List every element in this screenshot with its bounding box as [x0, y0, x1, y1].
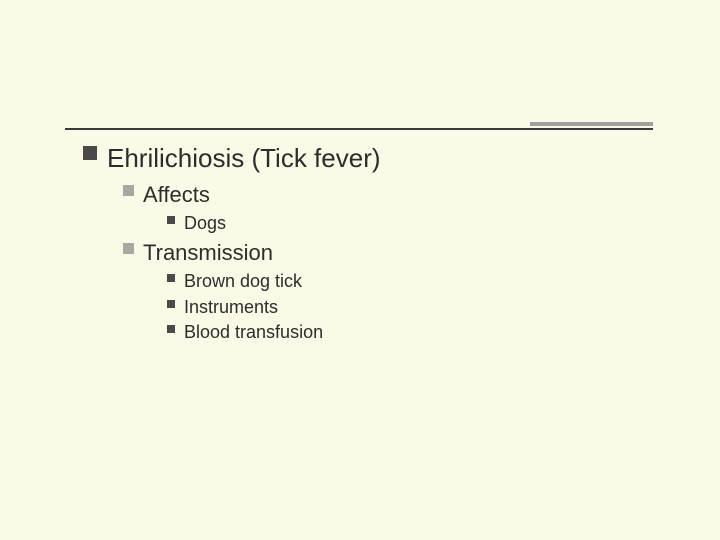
- square-bullet-icon: [167, 216, 175, 224]
- bullet-item-l2: Affects: [0, 181, 660, 209]
- bullet-item-l3: Blood transfusion: [0, 321, 660, 344]
- square-bullet-icon: [123, 243, 134, 254]
- bullet-text-l2: Affects: [143, 181, 660, 209]
- bullet-item-l3: Dogs: [0, 212, 660, 235]
- square-bullet-icon: [83, 146, 97, 160]
- bullet-item-l3: Instruments: [0, 296, 660, 319]
- square-bullet-icon: [167, 300, 175, 308]
- square-bullet-icon: [167, 274, 175, 282]
- title-rule-bottom: [65, 128, 653, 130]
- bullet-item-l3: Brown dog tick: [0, 270, 660, 293]
- slide: Ehrilichiosis (Tick fever) Affects Dogs …: [0, 0, 720, 540]
- bullet-text-l3: Dogs: [184, 212, 660, 235]
- bullet-text-l3: Brown dog tick: [184, 270, 660, 293]
- bullet-text-l3: Blood transfusion: [184, 321, 660, 344]
- bullet-item-l2: Transmission: [0, 239, 660, 267]
- bullet-item-l1: Ehrilichiosis (Tick fever): [0, 142, 660, 175]
- slide-content: Ehrilichiosis (Tick fever) Affects Dogs …: [0, 142, 660, 347]
- square-bullet-icon: [167, 325, 175, 333]
- bullet-text-l3: Instruments: [184, 296, 660, 319]
- square-bullet-icon: [123, 185, 134, 196]
- bullet-text-l2: Transmission: [143, 239, 660, 267]
- bullet-text-l1: Ehrilichiosis (Tick fever): [107, 142, 660, 175]
- title-rule-top: [530, 122, 653, 126]
